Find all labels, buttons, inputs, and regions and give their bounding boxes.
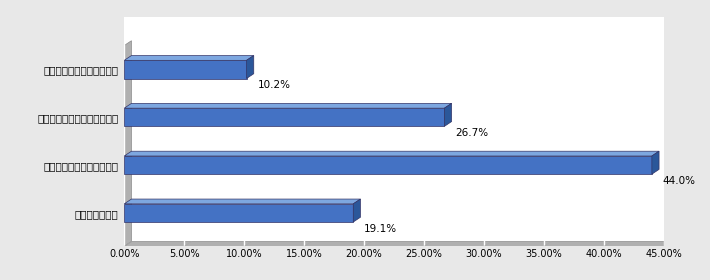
Bar <box>124 108 444 126</box>
Polygon shape <box>124 55 253 60</box>
Polygon shape <box>444 103 452 126</box>
Polygon shape <box>124 151 659 156</box>
Text: 10.2%: 10.2% <box>257 80 290 90</box>
Polygon shape <box>124 41 131 246</box>
Polygon shape <box>652 151 659 174</box>
Polygon shape <box>124 103 452 108</box>
Polygon shape <box>124 242 671 246</box>
Bar <box>124 204 354 222</box>
Text: 19.1%: 19.1% <box>364 224 397 234</box>
Text: 26.7%: 26.7% <box>455 128 488 138</box>
Bar <box>124 60 246 78</box>
Polygon shape <box>246 55 253 78</box>
Text: 44.0%: 44.0% <box>662 176 696 186</box>
Polygon shape <box>124 199 361 204</box>
Bar <box>124 156 652 174</box>
Polygon shape <box>354 199 361 222</box>
